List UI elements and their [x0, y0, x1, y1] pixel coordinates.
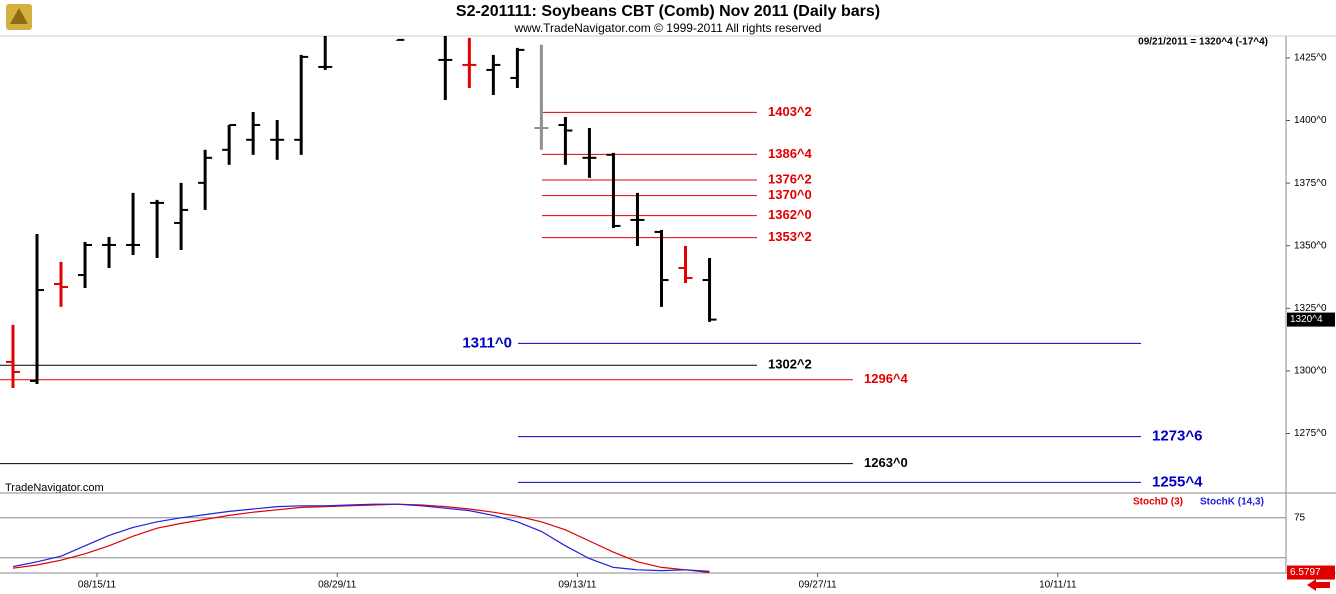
- last-value-label: 6.5797: [1290, 567, 1321, 578]
- last-value-box: [1287, 565, 1335, 580]
- chart-subtitle: www.TradeNavigator.com © 1999-2011 All r…: [514, 21, 822, 35]
- bars: [5, 36, 717, 388]
- level-label: 1273^6: [1152, 428, 1202, 445]
- x-tick-label: 09/27/11: [799, 580, 838, 591]
- last-price-box: [1287, 312, 1335, 327]
- level-label: 1255^4: [1152, 473, 1203, 490]
- y-tick-label: 1425^0: [1294, 53, 1327, 64]
- level-label: 1376^2: [768, 171, 812, 186]
- y-tick-label: 1325^0: [1294, 303, 1327, 314]
- level-label: 1353^2: [768, 229, 812, 244]
- level-label: 1311^0: [462, 334, 512, 351]
- level-label: 1362^0: [768, 207, 812, 222]
- x-tick-label: 09/13/11: [558, 580, 597, 591]
- y-tick-label: 1350^0: [1294, 240, 1327, 251]
- watermark: TradeNavigator.com: [5, 482, 104, 494]
- y-tick-label: 1400^0: [1294, 115, 1327, 126]
- y-tick-label: 1300^0: [1294, 366, 1327, 377]
- last-price-label: 1320^4: [1290, 314, 1323, 325]
- level-label: 1403^2: [768, 104, 812, 119]
- stoch-line: [12, 503, 710, 574]
- level-label: 1296^4: [864, 371, 909, 386]
- x-tick-label: 08/29/11: [318, 580, 357, 591]
- stoch-line: [12, 503, 710, 572]
- y-tick-label: 1275^0: [1294, 428, 1327, 439]
- last-bar-text: 09/21/2011 = 1320^4 (-17^4): [1138, 37, 1268, 48]
- scroll-arrow[interactable]: [1307, 579, 1330, 591]
- logo: [6, 4, 32, 30]
- level-label: 1370^0: [768, 187, 812, 202]
- x-tick-label: 10/11/11: [1039, 580, 1077, 591]
- legend-entry: StochK (14,3): [1200, 497, 1264, 508]
- y-tick-label: 75: [1294, 512, 1306, 523]
- level-label: 1386^4: [768, 146, 813, 161]
- x-tick-label: 08/15/11: [78, 580, 117, 591]
- level-label: 1263^0: [864, 455, 908, 470]
- chart-title: S2-201111: Soybeans CBT (Comb) Nov 2011 …: [456, 3, 880, 20]
- y-tick-label: 1375^0: [1294, 178, 1327, 189]
- level-label: 1302^2: [768, 357, 812, 372]
- legend-entry: StochD (3): [1133, 497, 1183, 508]
